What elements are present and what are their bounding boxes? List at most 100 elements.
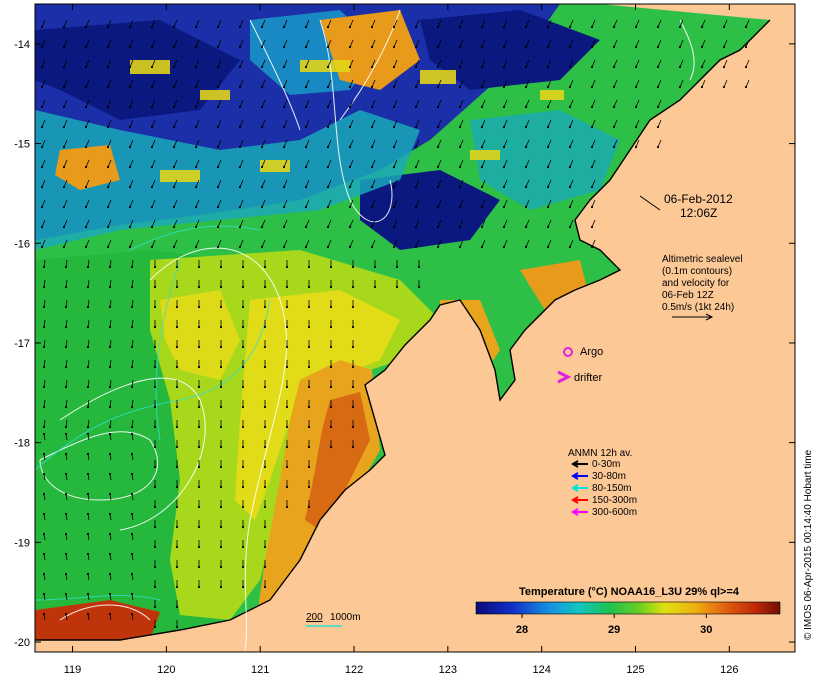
velocity-arrow	[481, 39, 486, 48]
velocity-arrowhead	[502, 205, 506, 209]
velocity-arrow	[65, 339, 68, 348]
velocity-arrow	[437, 219, 442, 228]
velocity-arrowhead	[130, 592, 134, 596]
velocity-arrow	[437, 119, 442, 128]
velocity-arrowhead	[392, 145, 396, 149]
velocity-arrow	[349, 179, 354, 188]
velocity-arrow	[151, 99, 156, 108]
velocity-arrow	[107, 139, 112, 148]
velocity-arrowhead	[238, 85, 242, 89]
velocity-arrowhead	[417, 265, 421, 269]
velocity-arrowhead	[40, 145, 44, 149]
velocity-arrowhead	[546, 185, 550, 189]
velocity-arrowhead	[130, 385, 134, 389]
velocity-arrow	[41, 139, 46, 148]
velocity-arrow	[283, 239, 288, 248]
velocity-arrow	[41, 99, 46, 108]
velocity-arrowhead	[153, 405, 157, 409]
velocity-arrowhead	[590, 225, 594, 229]
lon-tick-label: 119	[64, 664, 82, 676]
velocity-arrowhead	[348, 85, 352, 89]
velocity-arrowhead	[590, 45, 594, 49]
velocity-arrow	[63, 219, 68, 228]
velocity-arrow	[349, 239, 354, 248]
velocity-arrow	[393, 159, 398, 168]
velocity-arrowhead	[106, 105, 110, 109]
velocity-arrow	[129, 159, 134, 168]
velocity-arrowhead	[373, 285, 377, 289]
velocity-arrowhead	[128, 125, 132, 129]
velocity-arrowhead	[238, 65, 242, 69]
velocity-arrowhead	[326, 185, 330, 189]
velocity-arrowhead	[197, 585, 201, 589]
velocity-arrow	[151, 139, 156, 148]
velocity-arrow	[327, 239, 332, 248]
lon-tick-label: 124	[532, 664, 550, 676]
velocity-arrowhead	[436, 185, 440, 189]
velocity-arrowhead	[744, 45, 748, 49]
velocity-arrow	[63, 239, 68, 248]
velocity-arrowhead	[197, 385, 201, 389]
velocity-arrowhead	[42, 572, 46, 576]
velocity-arrow	[613, 59, 618, 68]
velocity-arrowhead	[84, 45, 88, 49]
velocity-arrow	[305, 79, 310, 88]
velocity-arrowhead	[62, 185, 66, 189]
velocity-arrowhead	[108, 405, 112, 409]
velocity-arrow	[41, 119, 46, 128]
velocity-arrowhead	[216, 145, 220, 149]
velocity-arrowhead	[84, 245, 88, 249]
velocity-arrow	[65, 259, 68, 268]
velocity-arrowhead	[172, 225, 176, 229]
anmn-arrowhead	[571, 460, 579, 468]
velocity-arrowhead	[42, 305, 46, 309]
velocity-arrowhead	[568, 85, 572, 89]
velocity-arrowhead	[241, 285, 245, 289]
velocity-arrowhead	[348, 145, 352, 149]
velocity-arrowhead	[263, 585, 267, 589]
velocity-arrow	[85, 99, 90, 108]
velocity-arrow	[217, 39, 222, 48]
lat-tick-label: -14	[14, 39, 30, 51]
velocity-arrow	[283, 179, 288, 188]
velocity-arrowhead	[590, 205, 594, 209]
velocity-arrow	[195, 59, 200, 68]
drifter-label: drifter	[574, 372, 602, 384]
teal-water	[470, 110, 620, 210]
velocity-arrowhead	[130, 452, 134, 456]
velocity-arrowhead	[106, 85, 110, 89]
velocity-arrowhead	[348, 205, 352, 209]
velocity-arrowhead	[348, 105, 352, 109]
velocity-arrow	[481, 79, 486, 88]
velocity-arrowhead	[744, 65, 748, 69]
velocity-arrow	[415, 119, 420, 128]
anmn-arrowhead	[571, 472, 579, 480]
velocity-arrow	[393, 99, 398, 108]
velocity-arrowhead	[64, 552, 68, 556]
velocity-arrow	[569, 79, 574, 88]
velocity-arrow	[701, 39, 706, 48]
velocity-arrowhead	[634, 45, 638, 49]
velocity-arrowhead	[304, 45, 308, 49]
velocity-arrowhead	[285, 365, 289, 369]
velocity-arrowhead	[458, 205, 462, 209]
velocity-arrow	[85, 199, 90, 208]
velocity-arrowhead	[722, 65, 726, 69]
velocity-arrowhead	[285, 505, 289, 509]
velocity-arrowhead	[106, 125, 110, 129]
velocity-arrowhead	[480, 165, 484, 169]
velocity-arrow	[85, 119, 90, 128]
velocity-arrow	[481, 179, 486, 188]
velocity-arrowhead	[480, 85, 484, 89]
velocity-arrow	[41, 179, 46, 188]
velocity-arrowhead	[414, 25, 418, 29]
velocity-arrowhead	[568, 185, 572, 189]
velocity-arrowhead	[351, 365, 355, 369]
velocity-arrow	[217, 19, 222, 28]
velocity-arrowhead	[42, 552, 46, 556]
velocity-arrow	[151, 119, 156, 128]
velocity-arrowhead	[172, 65, 176, 69]
velocity-arrow	[613, 139, 618, 148]
velocity-arrow	[503, 79, 508, 88]
velocity-arrowhead	[568, 205, 572, 209]
